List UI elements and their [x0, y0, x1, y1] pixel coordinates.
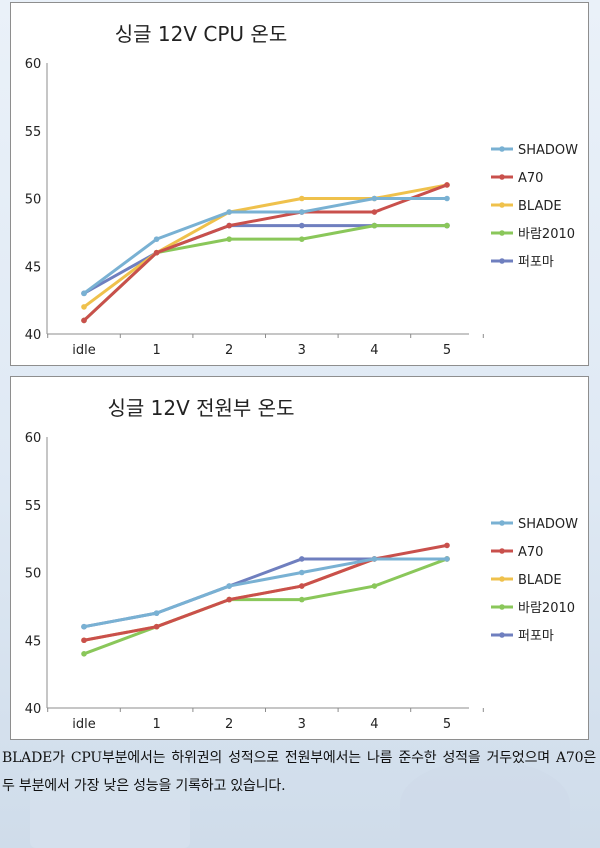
data-point-A70 [226, 222, 232, 229]
legend-label: BLADE [518, 573, 562, 588]
series-line-A70 [83, 543, 448, 642]
legend-marker-BLADE [499, 576, 505, 582]
data-point-SHADOW [299, 569, 305, 576]
data-point-SHADOW [226, 209, 232, 215]
x-tick-label: 1 [152, 717, 160, 732]
series-line-SHADOW [83, 557, 447, 629]
data-point-BLADE [299, 195, 305, 202]
data-point-퍼포마 [299, 222, 305, 229]
y-tick-label: 55 [25, 499, 42, 514]
data-point-SHADOW [299, 209, 305, 215]
data-point-SHADOW [444, 556, 450, 562]
data-point-바람2010 [81, 651, 87, 657]
data-point-A70 [153, 249, 160, 256]
data-point-SHADOW [371, 195, 378, 202]
legend-marker-퍼포마 [499, 258, 505, 264]
data-point-A70 [444, 182, 450, 188]
series-line-SHADOW [83, 197, 447, 295]
data-point-바람2010 [371, 222, 378, 229]
data-point-BLADE [81, 304, 87, 310]
x-tick-label: idle [72, 717, 95, 732]
legend-label: 바람2010 [518, 227, 575, 242]
data-point-A70 [81, 637, 87, 644]
series-line-바람2010 [83, 557, 448, 656]
x-tick-label: 4 [370, 717, 378, 732]
data-point-A70 [153, 623, 160, 630]
y-tick-label: 60 [25, 431, 42, 446]
data-point-바람2010 [299, 236, 305, 242]
legend-label: A70 [518, 171, 543, 186]
y-tick-label: 60 [25, 57, 42, 72]
legend-marker-SHADOW [499, 520, 505, 526]
x-tick-label: 1 [152, 343, 160, 358]
legend-label: 퍼포마 [518, 255, 554, 270]
data-point-A70 [444, 542, 450, 549]
y-tick-label: 50 [25, 193, 42, 208]
legend-label: 퍼포마 [518, 629, 554, 644]
data-point-SHADOW [153, 610, 160, 616]
series-line-A70 [82, 183, 448, 322]
data-point-SHADOW [153, 236, 160, 242]
x-tick-label: 3 [298, 343, 306, 358]
y-tick-label: 45 [25, 634, 42, 649]
data-point-SHADOW [444, 195, 450, 202]
legend-marker-SHADOW [499, 146, 505, 152]
chart-title: 싱글 12V CPU 온도 [115, 22, 287, 46]
data-point-A70 [81, 317, 87, 324]
cpu-temperature-chart: 싱글 12V CPU 온도 40 45 50 55 60 idle 1 2 3 4 5 SHADOW A7… [10, 2, 589, 366]
data-point-바람2010 [226, 236, 232, 242]
caption-text: BLADE가 CPU부분에서는 하위권의 성적으로 전원부에서는 나름 준수한 … [2, 750, 596, 794]
series-line-BLADE [83, 183, 448, 309]
legend-label: A70 [518, 545, 543, 560]
data-point-바람2010 [371, 583, 378, 589]
data-point-SHADOW [226, 583, 232, 589]
data-point-퍼포마 [299, 556, 305, 562]
power-temperature-chart: 싱글 12V 전원부 온도 40 45 50 55 60 idle 1 2 3 4 5 SHADOW A7… [10, 376, 589, 740]
data-point-SHADOW [81, 623, 87, 630]
y-tick-label: 55 [25, 125, 42, 140]
data-point-바람2010 [299, 596, 305, 603]
legend-label: BLADE [518, 199, 562, 214]
series-line-퍼포마 [83, 224, 447, 295]
x-tick-label: 3 [298, 717, 306, 732]
legend-label: 바람2010 [518, 601, 575, 616]
data-point-SHADOW [371, 556, 378, 562]
legend-marker-바람2010 [499, 604, 505, 610]
legend-label: SHADOW [518, 143, 578, 158]
data-point-A70 [299, 583, 305, 589]
data-point-A70 [226, 596, 232, 603]
x-tick-label: 5 [443, 343, 451, 358]
x-tick-label: 4 [370, 343, 378, 358]
x-tick-label: 2 [225, 717, 233, 732]
data-point-바람2010 [444, 222, 450, 229]
legend-label: SHADOW [518, 517, 578, 532]
y-tick-label: 50 [25, 567, 42, 582]
legend-marker-퍼포마 [499, 632, 505, 638]
background-cooler-image [400, 760, 570, 848]
data-point-A70 [371, 209, 378, 215]
series-line-바람2010 [82, 224, 447, 322]
data-point-SHADOW [81, 290, 87, 297]
y-tick-label: 45 [25, 260, 42, 275]
x-tick-label: idle [72, 343, 95, 358]
legend-marker-A70 [499, 548, 505, 554]
legend-marker-A70 [499, 174, 505, 180]
legend-marker-BLADE [499, 202, 505, 208]
legend-marker-바람2010 [499, 230, 505, 236]
background-product-image [30, 770, 190, 848]
chart-title: 싱글 12V 전원부 온도 [107, 396, 294, 420]
y-tick-label: 40 [25, 702, 42, 717]
y-tick-label: 40 [25, 328, 42, 343]
x-tick-label: 5 [443, 717, 451, 732]
x-tick-label: 2 [225, 343, 233, 358]
